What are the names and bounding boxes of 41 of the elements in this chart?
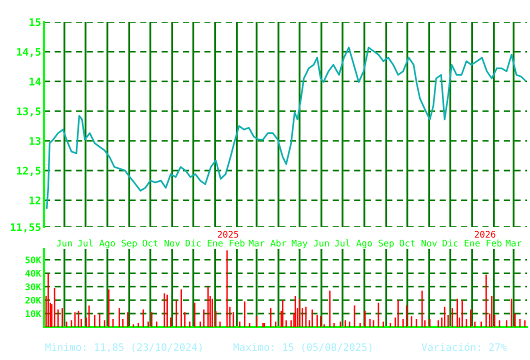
y-tick-label: 14 [30,78,41,86]
text: Maximo: 15 (05/08/2025) [234,343,372,352]
y-tick-label: 30K [25,283,42,290]
y-tick-label: 10K [26,310,42,318]
x-tick-label: Jul [78,240,93,247]
x-tick-label: Jun [314,240,329,247]
y-tick-label: 15 [30,18,41,26]
x-tick-label: Nov [164,240,180,247]
y-tick-label: 11,55 [10,223,41,232]
text: 2025 [218,230,238,238]
text: 2026 [474,230,496,238]
x-tick-label: Nov [422,240,437,247]
x-tick-label: Sep [378,240,394,248]
x-tick-label: Jul [334,240,350,247]
y-tick-label: 50K [26,256,42,264]
y-tick-label: 12,5 [17,166,41,176]
x-tick-label: May [292,240,308,248]
line-series [46,46,526,209]
y-tick-label: 13 [30,137,41,145]
x-tick-label: Ene [464,240,480,247]
x-tick-label: Dic [186,240,201,247]
x-tick-label: Dic [442,240,458,247]
text: Minimo: 11,85 (23/10/2024) [45,343,202,352]
x-tick-label: Feb [486,240,502,247]
x-tick-label: Mar [248,240,264,247]
x-tick-label: Oct [142,240,158,247]
x-tick-label: Ago [99,240,115,248]
x-tick-label: Jun [56,240,72,247]
x-tick-label: Ago [356,240,372,248]
y-tick-label: 14,5 [17,48,41,58]
y-tick-label: 40K [25,270,42,277]
x-tick-label: Sep [122,240,137,248]
x-tick-label: Feb [230,240,245,247]
text: Variación: 27% [422,342,507,351]
x-tick-label: Ene [208,240,223,247]
y-tick-label: 20K [25,296,42,304]
x-tick-label: Mar [506,240,522,247]
x-tick-label: Abr [270,240,286,247]
x-tick-label: Oct [400,240,415,247]
y-tick-label: 12 [30,196,40,204]
y-tick-label: 13,5 [17,107,41,117]
